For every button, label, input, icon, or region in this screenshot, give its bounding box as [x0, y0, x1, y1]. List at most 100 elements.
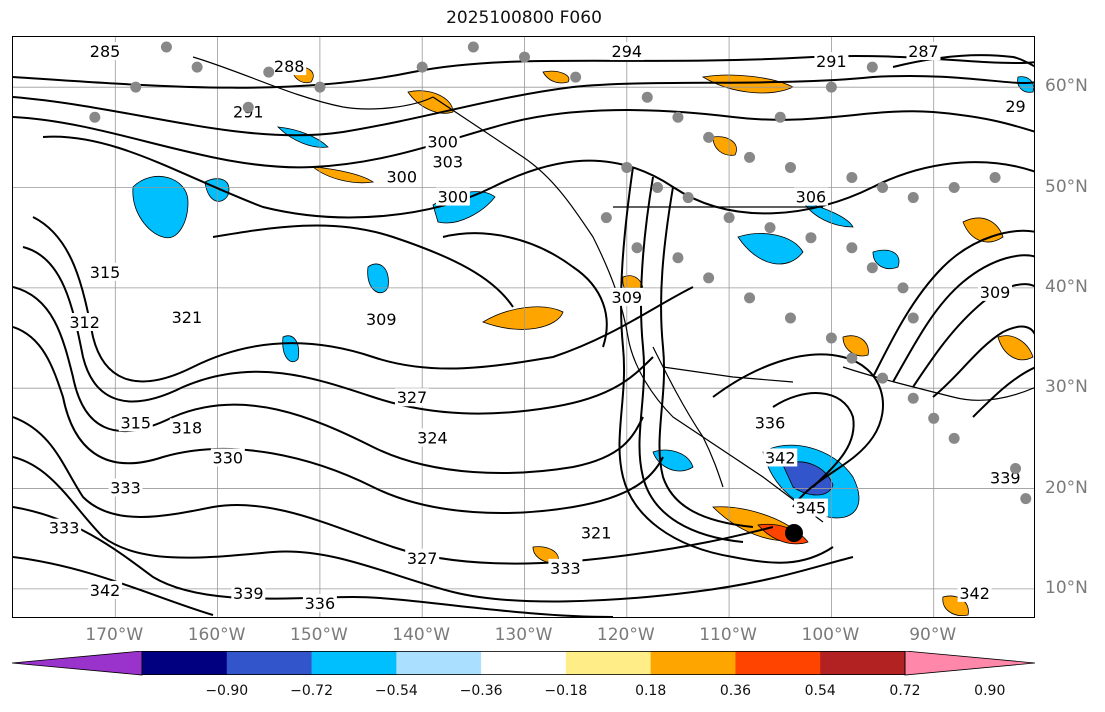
station-dot — [130, 81, 142, 93]
contour-label: 327 — [407, 549, 438, 568]
contour-line — [442, 232, 608, 348]
positive-region — [842, 335, 869, 357]
contour-label: 342 — [90, 581, 121, 600]
contour-label: 309 — [980, 283, 1011, 302]
contour-label: 330 — [213, 448, 244, 467]
alaska-coast — [192, 56, 434, 110]
colorbar-segment — [396, 651, 482, 675]
contour-line — [13, 74, 1034, 137]
contour-line — [13, 416, 774, 565]
latitude-label: 50°N — [1045, 176, 1088, 197]
contour-label: 333 — [49, 519, 80, 538]
contour-label: 345 — [796, 499, 827, 518]
colorbar-tick-label: −0.18 — [544, 683, 588, 699]
contour-label: 300 — [438, 188, 469, 207]
station-dot — [764, 222, 776, 234]
station-dot — [805, 232, 817, 244]
colorbar-tick-label: −0.36 — [459, 683, 503, 699]
negative-region — [276, 126, 329, 148]
contour-line — [13, 326, 664, 514]
contour-label: 342 — [959, 584, 990, 603]
negative-region — [872, 249, 900, 269]
station-dot — [314, 81, 326, 93]
station-dot — [948, 182, 960, 194]
contour-line — [42, 135, 1034, 219]
contour-line — [892, 54, 1034, 68]
colorbar-tick-label: 0.72 — [889, 683, 921, 699]
contour-label-bg — [272, 57, 307, 76]
station-dot — [263, 66, 275, 78]
negative-region-strong — [782, 461, 834, 496]
mexico-border — [662, 366, 794, 383]
station-dot — [703, 272, 715, 284]
colorbar-segment — [820, 651, 906, 675]
storm-center-marker — [785, 524, 803, 542]
contour-line — [638, 176, 744, 543]
contour-label-bg — [169, 418, 204, 437]
colorbar-segment — [481, 651, 567, 675]
station-dot — [703, 131, 715, 143]
longitude-label: 160°W — [187, 625, 246, 645]
station-dot — [621, 161, 633, 173]
contour-label-bg — [609, 287, 644, 306]
contour-label: 318 — [172, 418, 203, 437]
station-dot — [631, 242, 643, 254]
positive-region — [482, 306, 564, 330]
positive-region — [701, 74, 794, 94]
contour-line — [932, 325, 1034, 398]
contour-label: 336 — [755, 413, 786, 432]
contour-label-bg — [384, 167, 419, 186]
map-panel: 2852882942912872929130030030330030631231… — [12, 36, 1035, 618]
contour-label-bg — [814, 52, 849, 71]
contour-label: 339 — [233, 584, 264, 603]
longitude-label: 170°W — [85, 625, 144, 645]
contour-label-bg — [978, 282, 1013, 301]
colorbar-tick-label: −0.72 — [290, 683, 333, 699]
negative-region — [367, 263, 389, 293]
longitude-label: 140°W — [392, 625, 451, 645]
positive-region — [962, 217, 1004, 243]
longitude-label: 100°W — [801, 625, 860, 645]
station-dot — [467, 41, 479, 53]
contour-line — [892, 254, 1034, 383]
station-dot — [846, 352, 858, 364]
contour-label-bg — [579, 523, 614, 542]
contour-label-bg — [364, 309, 399, 328]
contour-label: 336 — [305, 594, 336, 613]
colorbar-tick-label: −0.54 — [374, 683, 418, 699]
station-dot — [416, 61, 428, 73]
station-dot — [948, 432, 960, 444]
latitude-label: 10°N — [1045, 577, 1088, 598]
contour-label-bg — [405, 548, 440, 567]
contour-label: 309 — [366, 310, 397, 329]
station-dot — [846, 242, 858, 254]
station-dot — [672, 252, 684, 264]
station-dot — [744, 292, 756, 304]
station-dot — [242, 101, 254, 113]
station-dot — [1020, 493, 1032, 505]
contour-line — [13, 286, 644, 474]
contour-label-bg — [302, 593, 337, 612]
map-plot: 2852882942912872929130030030330030631231… — [13, 37, 1034, 617]
latitude-label: 60°N — [1045, 76, 1088, 97]
latitude-label: 20°N — [1045, 477, 1088, 498]
contour-label-bg — [231, 583, 266, 602]
colorbar-segment — [565, 651, 652, 675]
longitude-label: 150°W — [290, 625, 348, 645]
contour-label-bg — [108, 478, 143, 497]
colorbar-tick-label: 0.90 — [974, 683, 1006, 699]
station-dot — [641, 91, 653, 103]
contour-label: 300 — [386, 167, 417, 186]
station-dot — [907, 192, 919, 204]
station-dot — [877, 182, 889, 194]
contour-label-bg — [793, 498, 828, 517]
contour-label-bg — [430, 152, 465, 171]
contour-label: 303 — [433, 152, 464, 171]
contour-label: 288 — [274, 57, 305, 76]
colorbar-tick-label: 0.18 — [635, 683, 667, 699]
north-america-coast — [432, 96, 824, 523]
colorbar — [12, 651, 1036, 676]
contour-label-bg — [169, 307, 204, 326]
colorbar-tick-label: 0.36 — [719, 683, 752, 699]
negative-region — [282, 335, 300, 363]
